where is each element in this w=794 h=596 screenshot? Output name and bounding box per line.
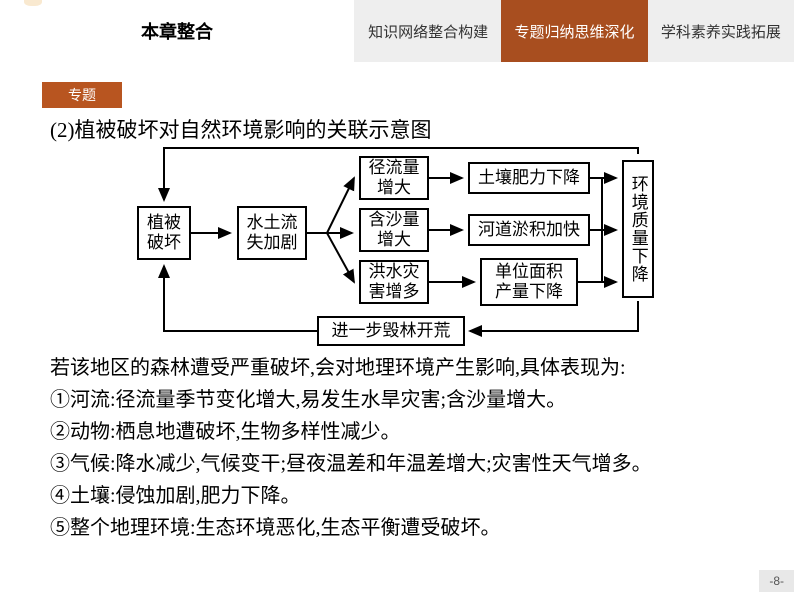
main-content: (2)植被破坏对自然环境影响的关联示意图 植被破坏水土流失加剧 径流量增大含沙量增… [0, 108, 794, 544]
tab[interactable]: 专题归纳思维深化 [501, 0, 647, 62]
body-line: ④土壤:侵蚀加剧,肥力下降。 [50, 480, 754, 512]
diagram-node: 洪水灾害增多 [359, 260, 429, 304]
diagram-node: 土壤肥力下降 [468, 162, 590, 194]
body-line: ①河流:径流量季节变化增大,易发生水旱灾害;含沙量增大。 [50, 384, 754, 416]
body-line: ③气候:降水减少,气候变干;昼夜温差和年温差增大;灾害性天气增多。 [50, 448, 754, 480]
diagram-node: 环境质量下降 [622, 160, 654, 298]
body-line: 若该地区的森林遭受严重破坏,会对地理环境产生影响,具体表现为: [50, 352, 754, 384]
page-title-area: 本章整合 [0, 0, 355, 62]
page-title: 本章整合 [141, 18, 213, 44]
diagram-node: 植被破坏 [137, 206, 191, 260]
diagram-node: 含沙量增大 [359, 208, 429, 252]
topic-bar: 专题 [42, 82, 794, 108]
diagram-node: 河道淤积加快 [468, 214, 590, 246]
body-line: ②动物:栖息地遭破坏,生物多样性减少。 [50, 416, 754, 448]
tab[interactable]: 学科素养实践拓展 [648, 0, 794, 62]
topic-badge: 专题 [42, 82, 122, 108]
flow-diagram: 植被破坏水土流失加剧 径流量增大含沙量增大洪水灾害增多 土壤肥力下降河道淤积加快单位… [122, 146, 682, 346]
diagram-node: 单位面积产量下降 [480, 258, 578, 306]
decorative-corner [24, 0, 42, 6]
diagram-node: 径流量增大 [359, 156, 429, 200]
body-line: ⑤整个地理环境:生态环境恶化,生态平衡遭受破坏。 [50, 512, 754, 544]
page-number: -8- [759, 570, 794, 592]
subtitle: (2)植被破坏对自然环境影响的关联示意图 [50, 114, 754, 144]
tab[interactable]: 知识网络整合构建 [355, 0, 501, 62]
tab-list: 知识网络整合构建专题归纳思维深化学科素养实践拓展 [355, 0, 794, 62]
diagram-node: 水土流失加剧 [237, 206, 307, 260]
header-bar: 本章整合 知识网络整合构建专题归纳思维深化学科素养实践拓展 [0, 0, 794, 62]
diagram-node: 进一步毁林开荒 [317, 316, 465, 346]
body-text: 若该地区的森林遭受严重破坏,会对地理环境产生影响,具体表现为:①河流:径流量季节… [50, 352, 754, 544]
